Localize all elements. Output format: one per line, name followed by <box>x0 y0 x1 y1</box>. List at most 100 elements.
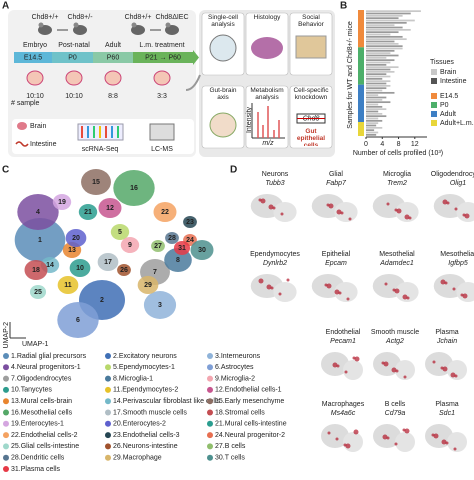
cell-type-label: Ependymocytes <box>250 251 300 258</box>
bar <box>366 129 375 132</box>
umap-cluster <box>81 169 111 195</box>
umap-cluster <box>190 240 214 260</box>
genotype-label: Chd8ΔIEC <box>155 14 188 21</box>
legend-swatch <box>431 93 437 99</box>
cluster-legend-label: 30.T cells <box>215 455 245 462</box>
timepoint-label: P60 <box>107 54 120 61</box>
cluster-legend-label: 12.Endothelial cells-1 <box>215 387 282 394</box>
bar <box>366 26 403 29</box>
expression-dot <box>442 366 448 372</box>
umap-cluster <box>57 276 79 294</box>
bar <box>366 28 411 31</box>
cell-type-label: Macrophages <box>322 401 365 408</box>
legend-label: P0 <box>440 102 449 109</box>
analysis-title: Histology <box>253 14 281 21</box>
mouse-ear <box>38 22 44 28</box>
gene-label: Fabp7 <box>326 180 347 187</box>
panel-letter: D <box>230 165 237 176</box>
expression-dot <box>404 428 410 434</box>
cluster-label: 10 <box>76 265 84 272</box>
bar <box>366 17 399 20</box>
cluster-label: 15 <box>92 179 100 186</box>
legend-swatch <box>431 120 437 126</box>
sample-count: 10:10 <box>26 93 44 100</box>
bar <box>366 14 403 17</box>
cluster-label: 27 <box>154 243 162 250</box>
bar <box>366 49 395 52</box>
umap-silhouette <box>343 360 363 380</box>
cell-type-label: Microglia <box>383 171 411 178</box>
cluster-legend-label: 14.Perivascular fibroblast like cells <box>113 398 220 405</box>
cell-type-label: Plasma <box>435 401 458 408</box>
legend-dot <box>3 432 9 439</box>
umap-cluster <box>137 276 159 294</box>
mouse-ear <box>73 22 79 28</box>
bar <box>366 38 407 41</box>
legend-dot <box>207 386 213 393</box>
expression-dot <box>386 436 390 440</box>
analysis-title-wrap: Gut-brain axis <box>209 87 237 101</box>
umap-silhouette <box>395 282 419 302</box>
gutbrain-icon <box>209 112 237 138</box>
flow-arrow <box>185 74 201 91</box>
y-axis-label: Samples for WT and Chd8+/- mice <box>347 21 354 129</box>
expression-dot <box>286 278 290 282</box>
cluster-legend-label: 17.Smooth muscle cells <box>113 409 187 416</box>
cluster-legend-label: 9.Microglia-2 <box>215 375 255 382</box>
legend-label: Intestine <box>440 78 467 85</box>
cluster-legend-label: 2.Excitatory neurons <box>113 353 177 360</box>
timepoint-label: P21 → P60 <box>145 54 181 61</box>
bar <box>366 110 379 113</box>
bar <box>366 105 383 108</box>
tissue-label: Brain <box>30 123 46 130</box>
bar <box>366 21 407 24</box>
mouse-ear <box>131 22 137 28</box>
cluster-legend-label: 3.Interneurons <box>215 353 261 360</box>
bar <box>366 87 387 90</box>
bar <box>366 126 383 129</box>
expression-dot <box>383 361 389 367</box>
umap-cluster <box>173 241 191 255</box>
expression-dot <box>464 213 470 219</box>
expression-dot <box>280 212 284 216</box>
sample-icon <box>153 70 171 86</box>
cluster-legend-label: 6.Astrocytes <box>215 364 254 371</box>
cluster-label: 8 <box>176 257 180 264</box>
umap-silhouette <box>334 282 358 302</box>
bar <box>366 73 387 76</box>
expression-dot <box>454 207 458 211</box>
analysis-title: Single-cell analysis <box>208 14 238 28</box>
umap-silhouette <box>321 424 349 448</box>
expression-dot <box>386 202 390 206</box>
bar <box>366 112 383 115</box>
umap-cluster <box>69 259 91 277</box>
expression-dot <box>391 367 397 373</box>
umap-cluster <box>98 198 122 218</box>
umap-axes <box>9 322 26 339</box>
umap-cluster <box>117 264 131 276</box>
expression-dot <box>454 374 458 378</box>
legend-dot <box>3 398 9 405</box>
bar <box>366 94 379 97</box>
cluster-label: 5 <box>118 229 122 236</box>
cluster-label: 4 <box>36 209 40 216</box>
cluster-label: 31 <box>178 245 186 252</box>
umap-cluster <box>97 253 119 271</box>
behavior-icon <box>295 35 327 59</box>
cluster-legend-label: 1.Radial glial precursors <box>11 353 87 360</box>
umap-cluster <box>14 218 66 262</box>
expression-dot <box>335 437 339 441</box>
timeline-segment <box>14 52 52 63</box>
legend-dot <box>3 466 9 472</box>
cluster-legend-label: 8.Microglia-1 <box>113 375 153 382</box>
genotype-label: Chd8+/+ <box>125 14 152 21</box>
bar <box>366 75 391 78</box>
umap-cluster <box>52 194 72 210</box>
analysis-title: Gut-brain axis <box>209 87 237 101</box>
cell-type-label: Oligodendrocytes <box>431 171 474 178</box>
bar <box>366 54 399 57</box>
cluster-label: 26 <box>120 267 128 274</box>
cluster-label: 6 <box>76 317 80 324</box>
bar <box>366 59 395 62</box>
legend-dot <box>105 420 111 427</box>
